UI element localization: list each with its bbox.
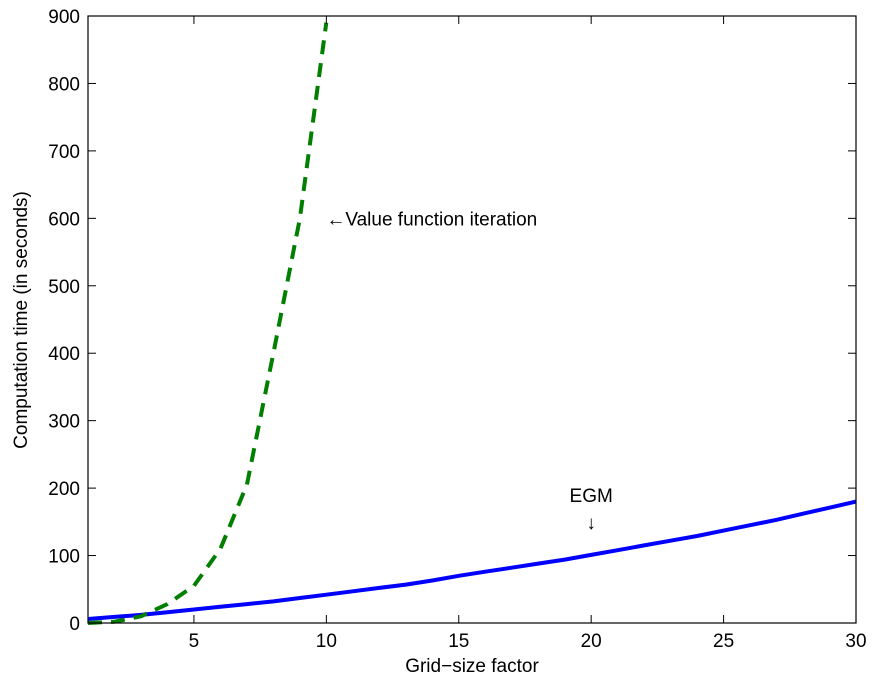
y-axis-label: Computation time (in seconds) — [11, 191, 32, 449]
x-tick-label: 25 — [713, 631, 734, 652]
x-tick-label: 15 — [448, 631, 469, 652]
y-tick-label: 0 — [69, 614, 80, 635]
annotation-1: EGM — [570, 486, 613, 507]
y-tick-label: 600 — [48, 209, 80, 230]
plot-area — [88, 16, 856, 623]
annotations-layer: ←Value function iteration EGM ↓ — [326, 209, 613, 534]
y-tick-label: 200 — [48, 479, 80, 500]
annotation-0: ←Value function iteration — [326, 209, 537, 230]
series-line-egm — [87, 499, 857, 621]
y-tick-label: 100 — [48, 547, 80, 568]
series-layer — [87, 22, 857, 625]
x-axis-label: Grid−size factor — [405, 656, 539, 677]
x-tick-label: 10 — [316, 631, 337, 652]
x-tick-label: 5 — [189, 631, 200, 652]
y-tick-label: 700 — [48, 142, 80, 163]
x-tick-label: 30 — [845, 631, 866, 652]
plot-frame — [87, 15, 857, 624]
y-tick-label: 400 — [48, 344, 80, 365]
x-tick-label: 20 — [581, 631, 602, 652]
y-tick-label: 900 — [48, 7, 80, 28]
y-tick-label: 300 — [48, 412, 80, 433]
y-tick-label: 500 — [48, 277, 80, 298]
annotation-2: ↓ — [586, 513, 596, 534]
y-tick-label: 800 — [48, 74, 80, 95]
